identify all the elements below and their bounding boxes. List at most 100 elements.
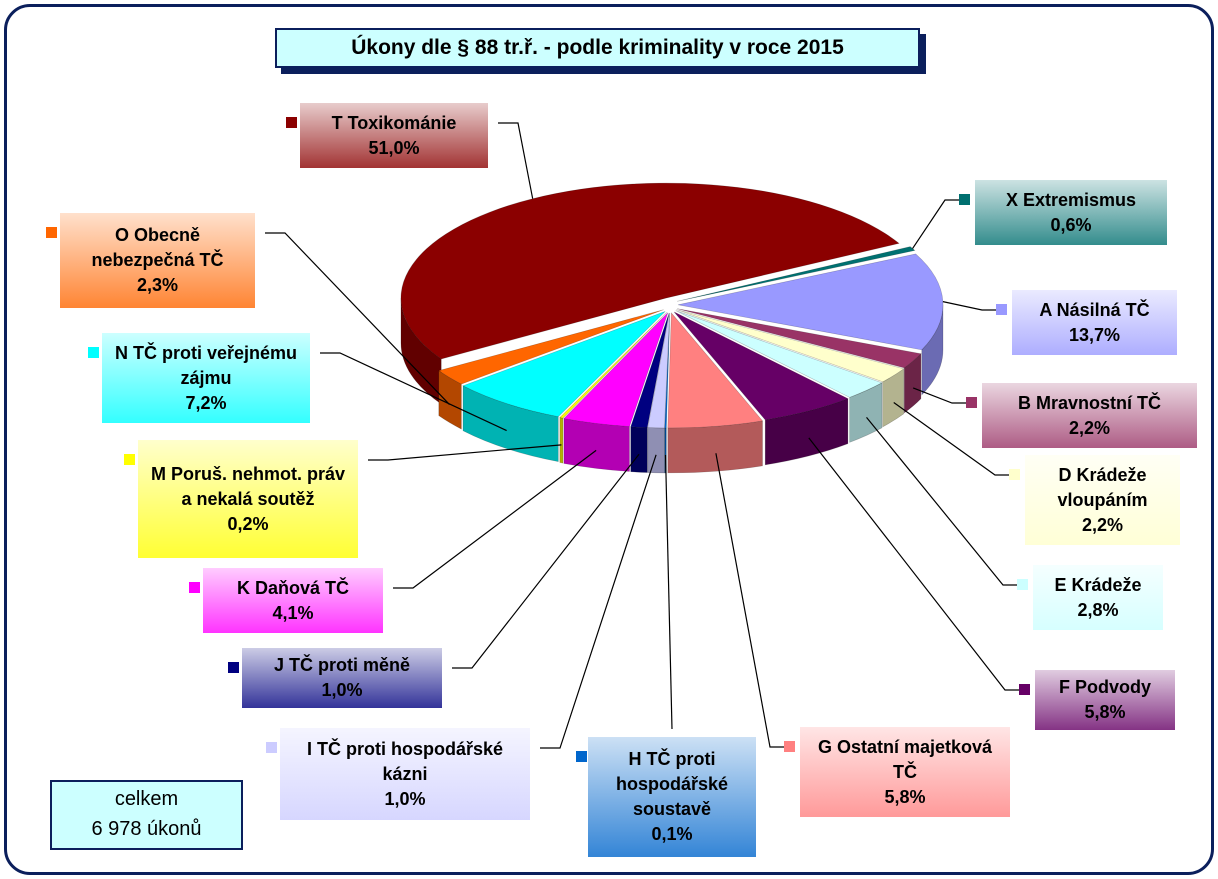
label-value: 2,3% xyxy=(136,275,179,295)
leader-line xyxy=(320,352,507,432)
slice xyxy=(647,312,670,429)
slice-side xyxy=(667,420,763,474)
data-label: B Mravnostní TČ 2,2% xyxy=(982,383,1197,448)
label-value: 7,2% xyxy=(185,392,227,413)
frame xyxy=(4,4,1214,875)
slice xyxy=(559,312,668,419)
leader-line xyxy=(498,122,534,199)
slice-side xyxy=(563,418,630,472)
label-value: 5,8% xyxy=(1084,702,1126,722)
label-name: K Daňová TČ xyxy=(236,577,350,598)
label-name: H TČ proti hospodářské soustavě xyxy=(615,749,729,819)
label-value: 1,0% xyxy=(321,680,363,700)
annotation-line: celkem xyxy=(114,788,179,810)
legend-swatch xyxy=(189,582,200,593)
slice-side xyxy=(559,417,564,464)
label-name: N TČ proti veřejnému zájmu xyxy=(114,342,298,388)
legend-swatch xyxy=(996,304,1007,315)
label-name: X Extremismus xyxy=(1005,189,1137,210)
slice xyxy=(664,312,671,429)
slice xyxy=(676,309,905,383)
leader-line xyxy=(452,453,640,669)
label-name: J TČ proti měně xyxy=(273,655,411,675)
data-label: F Podvody 5,8% xyxy=(1035,670,1175,730)
slice xyxy=(462,311,666,417)
data-label: K Daňová TČ 4,1% xyxy=(203,568,383,633)
label-name: E Krádeže xyxy=(1054,574,1142,595)
leader-line xyxy=(540,454,657,749)
slice xyxy=(563,312,669,427)
data-label: N TČ proti veřejnému zájmu 7,2% xyxy=(102,333,310,423)
label-value: 13,7% xyxy=(1068,324,1121,345)
data-label: X Extremismus 0,6% xyxy=(975,180,1167,245)
legend-swatch xyxy=(1017,579,1028,590)
data-label: I TČ proti hospodářské kázni 1,0% xyxy=(280,728,530,820)
data-label: T Toxikománie 51,0% xyxy=(300,103,488,168)
leader-line xyxy=(715,453,790,748)
leader-line xyxy=(265,232,450,405)
legend-swatch xyxy=(784,741,795,752)
data-label: A Násilná TČ 13,7% xyxy=(1012,290,1177,355)
label-name: O Obecně nebezpečná TČ xyxy=(91,225,224,270)
leader-line xyxy=(368,444,562,461)
slice xyxy=(667,312,764,429)
label-value: 2,2% xyxy=(1081,514,1124,535)
slice-side xyxy=(462,385,559,462)
chart-title: Úkony dle § 88 tr.ř. - podle kriminality… xyxy=(275,28,920,68)
leader-line xyxy=(912,199,965,249)
label-name: D Krádeže vloupáním xyxy=(1057,464,1148,510)
legend-swatch xyxy=(228,662,239,673)
slice-sides xyxy=(400,298,944,474)
label-name: G Ostatní majetková TČ xyxy=(817,736,993,782)
data-label: O Obecně nebezpečná TČ 2,3% xyxy=(60,213,255,308)
slice xyxy=(400,182,900,360)
annotation-line: 6 978 úkonů xyxy=(91,818,202,840)
label-value: 1,0% xyxy=(384,788,426,809)
leader-line xyxy=(912,387,972,404)
label-value: 51,0% xyxy=(368,137,420,158)
legend-swatch xyxy=(46,227,57,238)
legend-swatch xyxy=(1009,469,1020,480)
slice xyxy=(673,311,849,421)
legend-swatch xyxy=(959,194,970,205)
leader-line xyxy=(393,449,597,589)
legend-swatch xyxy=(1019,684,1030,695)
data-label: H TČ proti hospodářské soustavě 0,1% xyxy=(588,737,756,857)
legend-swatch xyxy=(88,347,99,358)
label-value: 2,8% xyxy=(1077,599,1119,620)
label-name: A Násilná TČ xyxy=(1039,299,1150,320)
label-value: 0,2% xyxy=(227,513,269,534)
label-value: 0,1% xyxy=(651,824,693,844)
slice xyxy=(630,312,670,428)
slice xyxy=(677,246,916,302)
legend-swatch xyxy=(576,751,587,762)
slice-tops xyxy=(400,182,944,429)
data-label: G Ostatní majetková TČ 5,8% xyxy=(800,727,1010,817)
leader-line xyxy=(808,437,1025,691)
legend-swatch xyxy=(286,117,297,128)
leader-line xyxy=(893,401,1015,476)
legend-swatch xyxy=(266,742,277,753)
legend-swatch xyxy=(966,397,977,408)
label-name: I TČ proti hospodářské kázni xyxy=(306,738,504,784)
slice xyxy=(438,309,664,385)
data-label: J TČ proti měně 1,0% xyxy=(242,648,442,708)
leader-lines xyxy=(265,122,1025,749)
data-label: D Krádeže vloupáním 2,2% xyxy=(1025,455,1180,545)
label-name: T Toxikománie xyxy=(331,112,457,133)
slice xyxy=(677,253,944,351)
slice-side xyxy=(630,426,648,473)
data-label: E Krádeže 2,8% xyxy=(1033,565,1163,630)
label-name: M Poruš. nehmot. práv a nekalá soutěž xyxy=(150,463,346,509)
leader-line xyxy=(942,301,1002,311)
annotation: celkem 6 978 úkonů xyxy=(50,780,243,850)
label-value: 4,1% xyxy=(272,602,314,623)
label-name: B Mravnostní TČ xyxy=(1017,392,1161,413)
label-value: 5,8% xyxy=(884,786,926,807)
leader-line xyxy=(866,417,1023,586)
label-name: F Podvody xyxy=(1058,677,1151,697)
leader-line xyxy=(664,454,673,730)
data-label: M Poruš. nehmot. práv a nekalá soutěž 0,2… xyxy=(138,440,358,558)
